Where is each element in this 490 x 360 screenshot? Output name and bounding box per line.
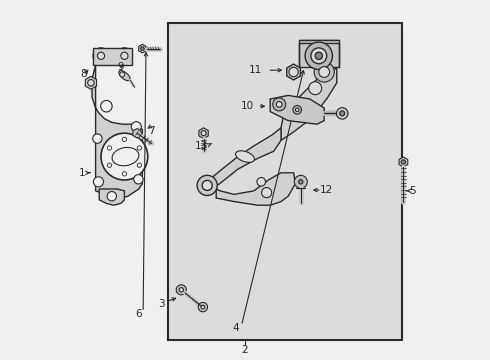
Circle shape bbox=[273, 98, 286, 111]
Polygon shape bbox=[270, 95, 324, 124]
Circle shape bbox=[122, 172, 126, 176]
Polygon shape bbox=[133, 129, 141, 138]
Text: 2: 2 bbox=[242, 345, 248, 355]
Circle shape bbox=[293, 105, 301, 114]
Circle shape bbox=[298, 180, 303, 184]
Circle shape bbox=[100, 100, 112, 112]
Polygon shape bbox=[209, 128, 281, 191]
Circle shape bbox=[93, 48, 109, 64]
Circle shape bbox=[121, 52, 128, 59]
Circle shape bbox=[198, 302, 208, 312]
Circle shape bbox=[337, 108, 348, 119]
Circle shape bbox=[309, 82, 321, 95]
Circle shape bbox=[120, 72, 125, 77]
Circle shape bbox=[137, 146, 142, 150]
Circle shape bbox=[117, 48, 132, 64]
Circle shape bbox=[294, 105, 307, 118]
Circle shape bbox=[257, 177, 266, 186]
Text: 9: 9 bbox=[118, 62, 124, 72]
Circle shape bbox=[401, 160, 406, 164]
Polygon shape bbox=[99, 189, 124, 205]
Circle shape bbox=[94, 177, 103, 187]
Text: 3: 3 bbox=[158, 299, 165, 309]
Circle shape bbox=[314, 62, 334, 82]
Polygon shape bbox=[281, 68, 337, 140]
Circle shape bbox=[276, 102, 282, 107]
Circle shape bbox=[98, 52, 104, 59]
Text: 12: 12 bbox=[319, 185, 333, 195]
Circle shape bbox=[101, 133, 148, 180]
Circle shape bbox=[197, 175, 217, 195]
Circle shape bbox=[131, 122, 141, 132]
Circle shape bbox=[107, 192, 117, 201]
Circle shape bbox=[202, 180, 212, 190]
Text: 4: 4 bbox=[232, 323, 239, 333]
Circle shape bbox=[107, 163, 112, 167]
Circle shape bbox=[319, 67, 330, 77]
Circle shape bbox=[294, 175, 307, 188]
Polygon shape bbox=[287, 64, 300, 80]
Bar bbox=[299, 40, 339, 67]
Circle shape bbox=[340, 111, 345, 116]
Polygon shape bbox=[92, 65, 143, 198]
Ellipse shape bbox=[236, 151, 254, 162]
Circle shape bbox=[88, 80, 94, 86]
Bar bbox=[168, 23, 402, 340]
Circle shape bbox=[141, 47, 144, 50]
Circle shape bbox=[201, 305, 205, 309]
Polygon shape bbox=[199, 128, 208, 139]
Circle shape bbox=[107, 146, 112, 150]
Circle shape bbox=[311, 48, 327, 64]
Text: 1: 1 bbox=[78, 168, 85, 178]
Circle shape bbox=[305, 42, 333, 69]
Text: 6: 6 bbox=[136, 309, 142, 319]
Polygon shape bbox=[85, 76, 97, 89]
Circle shape bbox=[315, 52, 322, 59]
Text: 5: 5 bbox=[409, 186, 416, 196]
Text: 10: 10 bbox=[241, 101, 254, 111]
Circle shape bbox=[134, 175, 143, 184]
Polygon shape bbox=[139, 44, 146, 53]
Polygon shape bbox=[399, 157, 408, 167]
Circle shape bbox=[176, 285, 186, 295]
Circle shape bbox=[295, 108, 299, 112]
Text: 13: 13 bbox=[195, 141, 208, 151]
Text: 7: 7 bbox=[148, 126, 155, 136]
Circle shape bbox=[93, 134, 102, 143]
Text: 8: 8 bbox=[80, 69, 87, 79]
Text: 11: 11 bbox=[249, 65, 263, 75]
Circle shape bbox=[179, 288, 183, 292]
Bar bbox=[93, 48, 132, 65]
Polygon shape bbox=[216, 173, 295, 205]
Circle shape bbox=[137, 163, 142, 167]
Circle shape bbox=[201, 131, 206, 136]
Ellipse shape bbox=[119, 71, 130, 81]
Circle shape bbox=[262, 188, 271, 198]
Circle shape bbox=[289, 67, 298, 77]
Circle shape bbox=[122, 137, 126, 141]
